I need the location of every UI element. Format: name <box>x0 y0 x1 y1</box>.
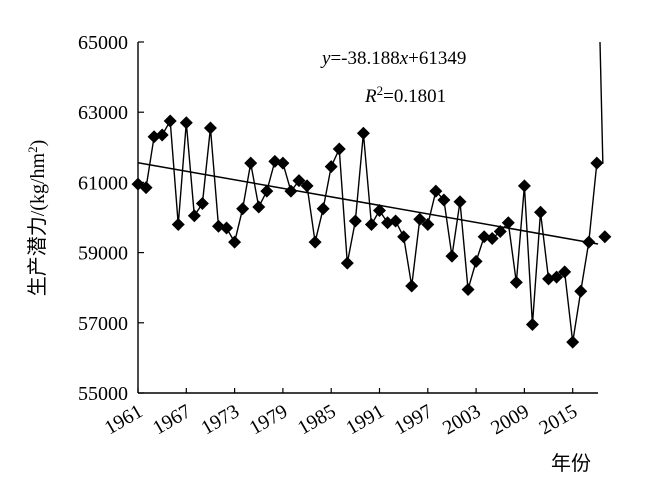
data-point <box>550 270 564 284</box>
data-point <box>139 181 153 195</box>
data-point <box>300 179 314 193</box>
x-tick-label: 1973 <box>197 400 243 439</box>
data-point <box>316 202 330 216</box>
data-point <box>461 282 475 296</box>
data-point <box>187 209 201 223</box>
data-point <box>558 265 572 279</box>
data-point <box>228 235 242 249</box>
y-tick-label: 55000 <box>78 383 128 405</box>
data-point <box>405 279 419 293</box>
data-point <box>284 184 298 198</box>
data-point <box>332 142 346 156</box>
data-point <box>389 214 403 228</box>
trend-equation: y=-38.188x+61349 <box>320 48 466 69</box>
y-axis-label: 生产潜力/(kg/hm2) <box>25 140 50 297</box>
x-tick-label: 2009 <box>487 400 533 439</box>
data-point <box>236 202 250 216</box>
data-point <box>493 225 507 239</box>
x-axis-label: 年份 <box>551 452 591 475</box>
data-point <box>437 193 451 207</box>
data-point <box>244 156 258 170</box>
data-point <box>292 174 306 188</box>
data-point <box>413 212 427 226</box>
data-point <box>397 230 411 244</box>
trend-line-group <box>137 161 599 245</box>
y-tick-label: 63000 <box>78 102 128 124</box>
data-point <box>308 235 322 249</box>
data-point <box>421 218 435 232</box>
x-tick-label: 2015 <box>536 400 582 439</box>
data-point <box>509 275 523 289</box>
data-point <box>598 230 612 244</box>
data-point <box>155 128 169 142</box>
data-point <box>574 284 588 298</box>
data-point <box>195 196 209 210</box>
y-tick-label: 57000 <box>78 313 128 335</box>
data-point <box>469 254 483 268</box>
y-ticks: 55000 57000 59000 61000 63000 65000 <box>78 32 144 405</box>
data-point <box>534 205 547 219</box>
data-point <box>260 184 274 198</box>
data-point <box>171 218 185 232</box>
x-tick-label: 1967 <box>149 400 195 439</box>
x-tick-label: 1991 <box>342 400 388 439</box>
data-point <box>220 221 234 235</box>
data-point <box>517 179 531 193</box>
x-tick-label: 1997 <box>391 400 437 439</box>
data-point <box>429 184 443 198</box>
y-tick-label: 65000 <box>78 32 128 54</box>
x-ticks: 1961 1967 1973 1979 1985 1991 1997 2003 2009 2015 <box>101 388 581 439</box>
x-tick-label: 1985 <box>294 400 340 439</box>
data-point <box>485 232 499 246</box>
data-point <box>340 256 354 270</box>
data-point <box>566 335 580 349</box>
data-point <box>276 156 290 170</box>
data-point <box>373 203 386 217</box>
series <box>131 41 612 349</box>
data-point <box>453 195 467 209</box>
data-point <box>445 249 459 263</box>
data-point <box>356 126 370 140</box>
x-tick-label: 1979 <box>246 400 292 439</box>
trend-line <box>137 161 599 245</box>
x-tick-label: 2003 <box>439 400 485 439</box>
data-point <box>203 121 217 135</box>
data-point <box>364 218 378 232</box>
data-point <box>590 156 604 170</box>
data-point <box>348 214 362 228</box>
data-point <box>179 116 193 130</box>
data-point <box>525 318 539 332</box>
y-tick-label: 61000 <box>78 172 128 194</box>
trend-r-squared: R2=0.1801 <box>364 83 446 108</box>
data-point <box>501 216 515 230</box>
y-tick-label: 59000 <box>78 243 128 265</box>
data-point <box>163 114 177 128</box>
series-line <box>137 41 604 343</box>
data-point <box>252 200 266 214</box>
data-point <box>324 160 338 174</box>
x-tick-label: 1961 <box>101 400 147 439</box>
